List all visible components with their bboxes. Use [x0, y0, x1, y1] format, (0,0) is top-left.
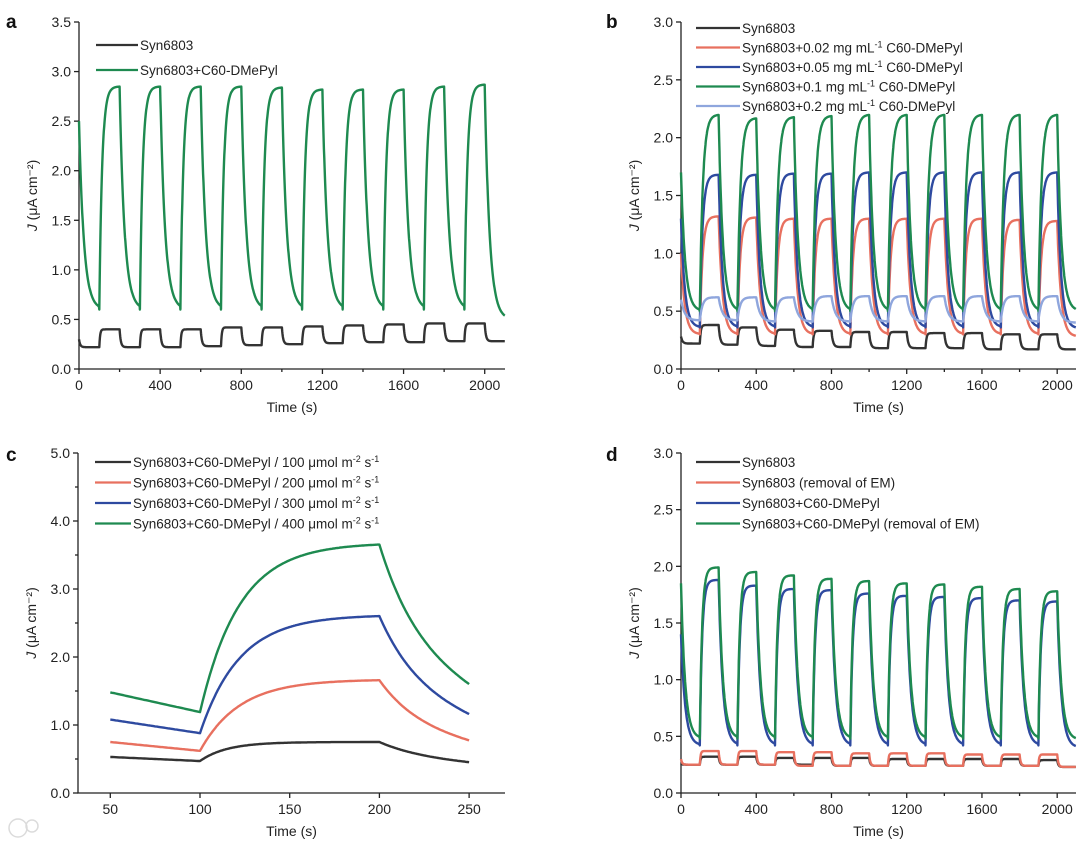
y-tick-label: 0.0	[52, 361, 72, 377]
x-tick-label: 2000	[1042, 801, 1073, 817]
x-axis-label: Time (s)	[853, 399, 904, 415]
series-line-1	[110, 740, 470, 764]
x-tick-label: 2000	[1042, 377, 1073, 393]
y-tick-label: 3.0	[51, 581, 71, 597]
series-line-1	[679, 323, 1077, 351]
x-tick-label: 800	[820, 377, 844, 393]
x-tick-label: 0	[75, 377, 83, 393]
panel-c: c 50 100 150 200 250 0.0 1.0 2.0 3.0 4.0 5.0 Time (s…	[6, 445, 505, 839]
x-axis-label: Time (s)	[266, 823, 317, 839]
series-line-2	[77, 83, 506, 317]
y-tick-label: 0.5	[654, 728, 674, 744]
x-axis-label: Time (s)	[267, 399, 318, 415]
y-tick-label: 0.0	[51, 785, 71, 801]
legend-label: Syn6803+0.2 mg mL-1 C60-DMePyl	[742, 98, 955, 114]
y-axis-label: J (μA cm⁻²)	[24, 160, 40, 232]
legend-label: Syn6803+C60-DMePyl / 100 μmol m-2 s-1	[133, 454, 379, 470]
series-line-4	[679, 113, 1077, 313]
y-tick-label: 2.0	[52, 163, 72, 179]
legend-label: Syn6803 (removal of EM)	[742, 476, 895, 491]
series-line-4	[110, 543, 470, 714]
x-tick-label: 100	[188, 801, 212, 817]
legend-label: Syn6803	[140, 38, 193, 53]
y-tick-label: 1.0	[52, 262, 72, 278]
y-tick-label: 1.0	[654, 672, 674, 688]
y-tick-label: 1.0	[654, 245, 674, 261]
y-tick-label: 0.5	[654, 303, 674, 319]
legend-label: Syn6803+C60-DMePyl	[140, 63, 278, 78]
watermark	[8, 818, 39, 838]
y-tick-label: 2.5	[654, 72, 674, 88]
legend-label: Syn6803+C60-DMePyl / 300 μmol m-2 s-1	[133, 495, 379, 511]
legend-label: Syn6803+0.1 mg mL-1 C60-DMePyl	[742, 79, 955, 95]
series-line-3	[110, 614, 470, 735]
x-axis-label: Time (s)	[853, 823, 904, 839]
y-tick-label: 3.5	[52, 14, 72, 30]
panel-letter: a	[6, 12, 17, 33]
legend-label: Syn6803+C60-DMePyl / 200 μmol m-2 s-1	[133, 475, 379, 491]
panel-a: a 0 400 800 1200 1600 2000 0.0 0.5 1.0 1.5 2.0 2.5 3.…	[6, 12, 506, 415]
y-tick-label: 1.0	[51, 717, 71, 733]
x-tick-label: 150	[278, 801, 302, 817]
x-tick-label: 400	[745, 377, 769, 393]
y-tick-label: 1.5	[52, 212, 72, 228]
x-tick-label: 0	[677, 377, 685, 393]
series-line-3	[679, 578, 1077, 748]
legend-label: Syn6803	[742, 455, 795, 470]
legend-label: Syn6803+C60-DMePyl (removal of EM)	[742, 517, 979, 532]
x-tick-label: 400	[745, 801, 769, 817]
panel-b: b 0 400 800 1200 1600 2000 0.0 0.5 1.0 1.5 2.0 2.5 3.…	[606, 12, 1077, 415]
y-tick-label: 3.0	[654, 445, 674, 461]
series-line-5	[679, 295, 1077, 324]
series-line-2	[110, 679, 470, 752]
legend-label: Syn6803+C60-DMePyl	[742, 496, 880, 511]
y-tick-label: 5.0	[51, 445, 71, 461]
panel-letter: c	[6, 445, 17, 466]
x-tick-label: 250	[457, 801, 481, 817]
series-line-2	[679, 749, 1077, 769]
y-tick-label: 2.0	[51, 649, 71, 665]
y-tick-label: 0.5	[52, 311, 72, 327]
x-tick-label: 2000	[469, 377, 500, 393]
y-tick-label: 2.0	[654, 130, 674, 146]
y-axis-label: J (μA cm⁻²)	[626, 587, 642, 659]
panel-letter: b	[606, 12, 618, 33]
x-tick-label: 200	[368, 801, 392, 817]
series-line-4	[679, 566, 1077, 740]
x-tick-label: 1600	[388, 377, 419, 393]
series-line-1	[77, 322, 506, 349]
y-axis-label: J (μA cm⁻²)	[626, 160, 642, 232]
y-tick-label: 2.5	[52, 113, 72, 129]
legend-label: Syn6803+0.02 mg mL-1 C60-DMePyl	[742, 40, 963, 56]
x-tick-label: 1600	[966, 377, 997, 393]
y-tick-label: 4.0	[51, 513, 71, 529]
panel-letter: d	[606, 445, 618, 466]
x-tick-label: 1200	[891, 801, 922, 817]
panel-d: d 0 400 800 1200 1600 2000 0.0 0.5 1.0 1.5 2.0 2.5 3.…	[606, 445, 1077, 839]
x-tick-label: 0	[677, 801, 685, 817]
x-tick-label: 800	[230, 377, 254, 393]
y-tick-label: 2.5	[654, 502, 674, 518]
x-tick-label: 1600	[966, 801, 997, 817]
x-tick-label: 1200	[307, 377, 338, 393]
y-tick-label: 3.0	[654, 14, 674, 30]
legend-label: Syn6803+C60-DMePyl / 400 μmol m-2 s-1	[133, 516, 379, 532]
x-tick-label: 50	[103, 801, 119, 817]
x-tick-label: 400	[148, 377, 172, 393]
x-tick-label: 1200	[891, 377, 922, 393]
x-tick-label: 800	[820, 801, 844, 817]
y-tick-label: 0.0	[654, 785, 674, 801]
y-tick-label: 1.5	[654, 615, 674, 631]
y-tick-label: 1.5	[654, 188, 674, 204]
y-axis-label: J (μA cm⁻²)	[23, 587, 39, 659]
y-tick-label: 3.0	[52, 64, 72, 80]
legend-label: Syn6803+0.05 mg mL-1 C60-DMePyl	[742, 59, 963, 75]
series-line-2	[679, 215, 1077, 337]
y-tick-label: 0.0	[654, 361, 674, 377]
y-tick-label: 2.0	[654, 558, 674, 574]
legend-label: Syn6803	[742, 21, 795, 36]
